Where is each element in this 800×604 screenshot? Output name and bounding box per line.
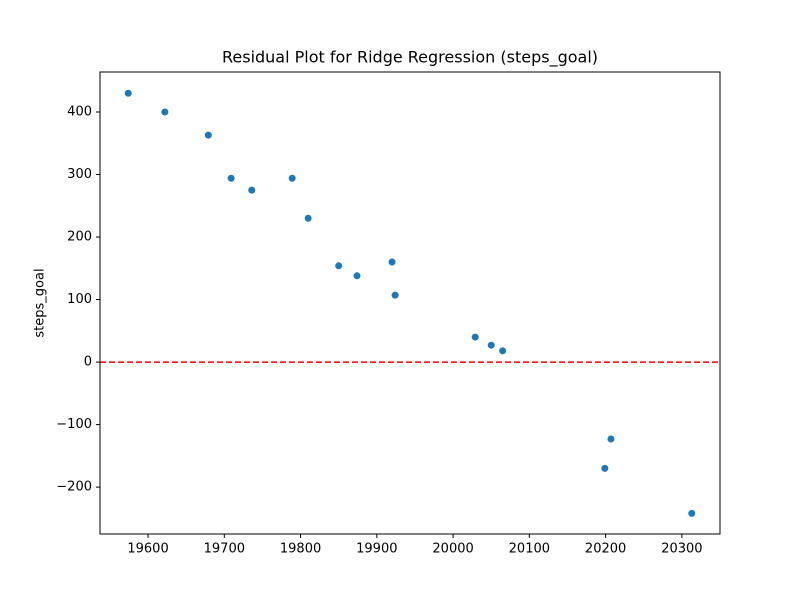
point — [353, 272, 361, 280]
chart-title: Residual Plot for Ridge Regression (step… — [222, 48, 598, 68]
point — [499, 347, 507, 355]
point — [227, 174, 235, 182]
point — [335, 262, 343, 270]
x-tick-label: 19600 — [127, 542, 168, 557]
y-tick-label: 400 — [67, 105, 92, 120]
y-axis-label: steps_goal — [33, 268, 48, 337]
y-tick-label: 0 — [84, 355, 92, 370]
x-tick-label: 19800 — [280, 542, 321, 557]
x-tick-label: 20300 — [661, 542, 702, 557]
y-tick-label: 300 — [67, 167, 92, 182]
point — [471, 333, 479, 341]
point — [388, 258, 396, 266]
x-tick-label: 19700 — [204, 542, 245, 557]
x-tick-label: 19900 — [356, 542, 397, 557]
point — [124, 89, 132, 97]
y-tick-label: −100 — [56, 417, 92, 432]
point — [601, 464, 609, 472]
point — [248, 186, 256, 194]
x-tick-label: 20000 — [432, 542, 473, 557]
point — [161, 108, 169, 116]
point — [607, 435, 615, 443]
point — [391, 291, 399, 299]
y-tick-label: 100 — [67, 292, 92, 307]
x-tick-label: 20100 — [509, 542, 550, 557]
x-tick-label: 20200 — [585, 542, 626, 557]
y-tick-label: 200 — [67, 230, 92, 245]
point — [688, 509, 696, 517]
point — [288, 174, 296, 182]
plot-frame — [99, 71, 721, 535]
y-tick-label: −200 — [56, 480, 92, 495]
point — [304, 214, 312, 222]
point — [487, 341, 495, 349]
point — [204, 131, 212, 139]
